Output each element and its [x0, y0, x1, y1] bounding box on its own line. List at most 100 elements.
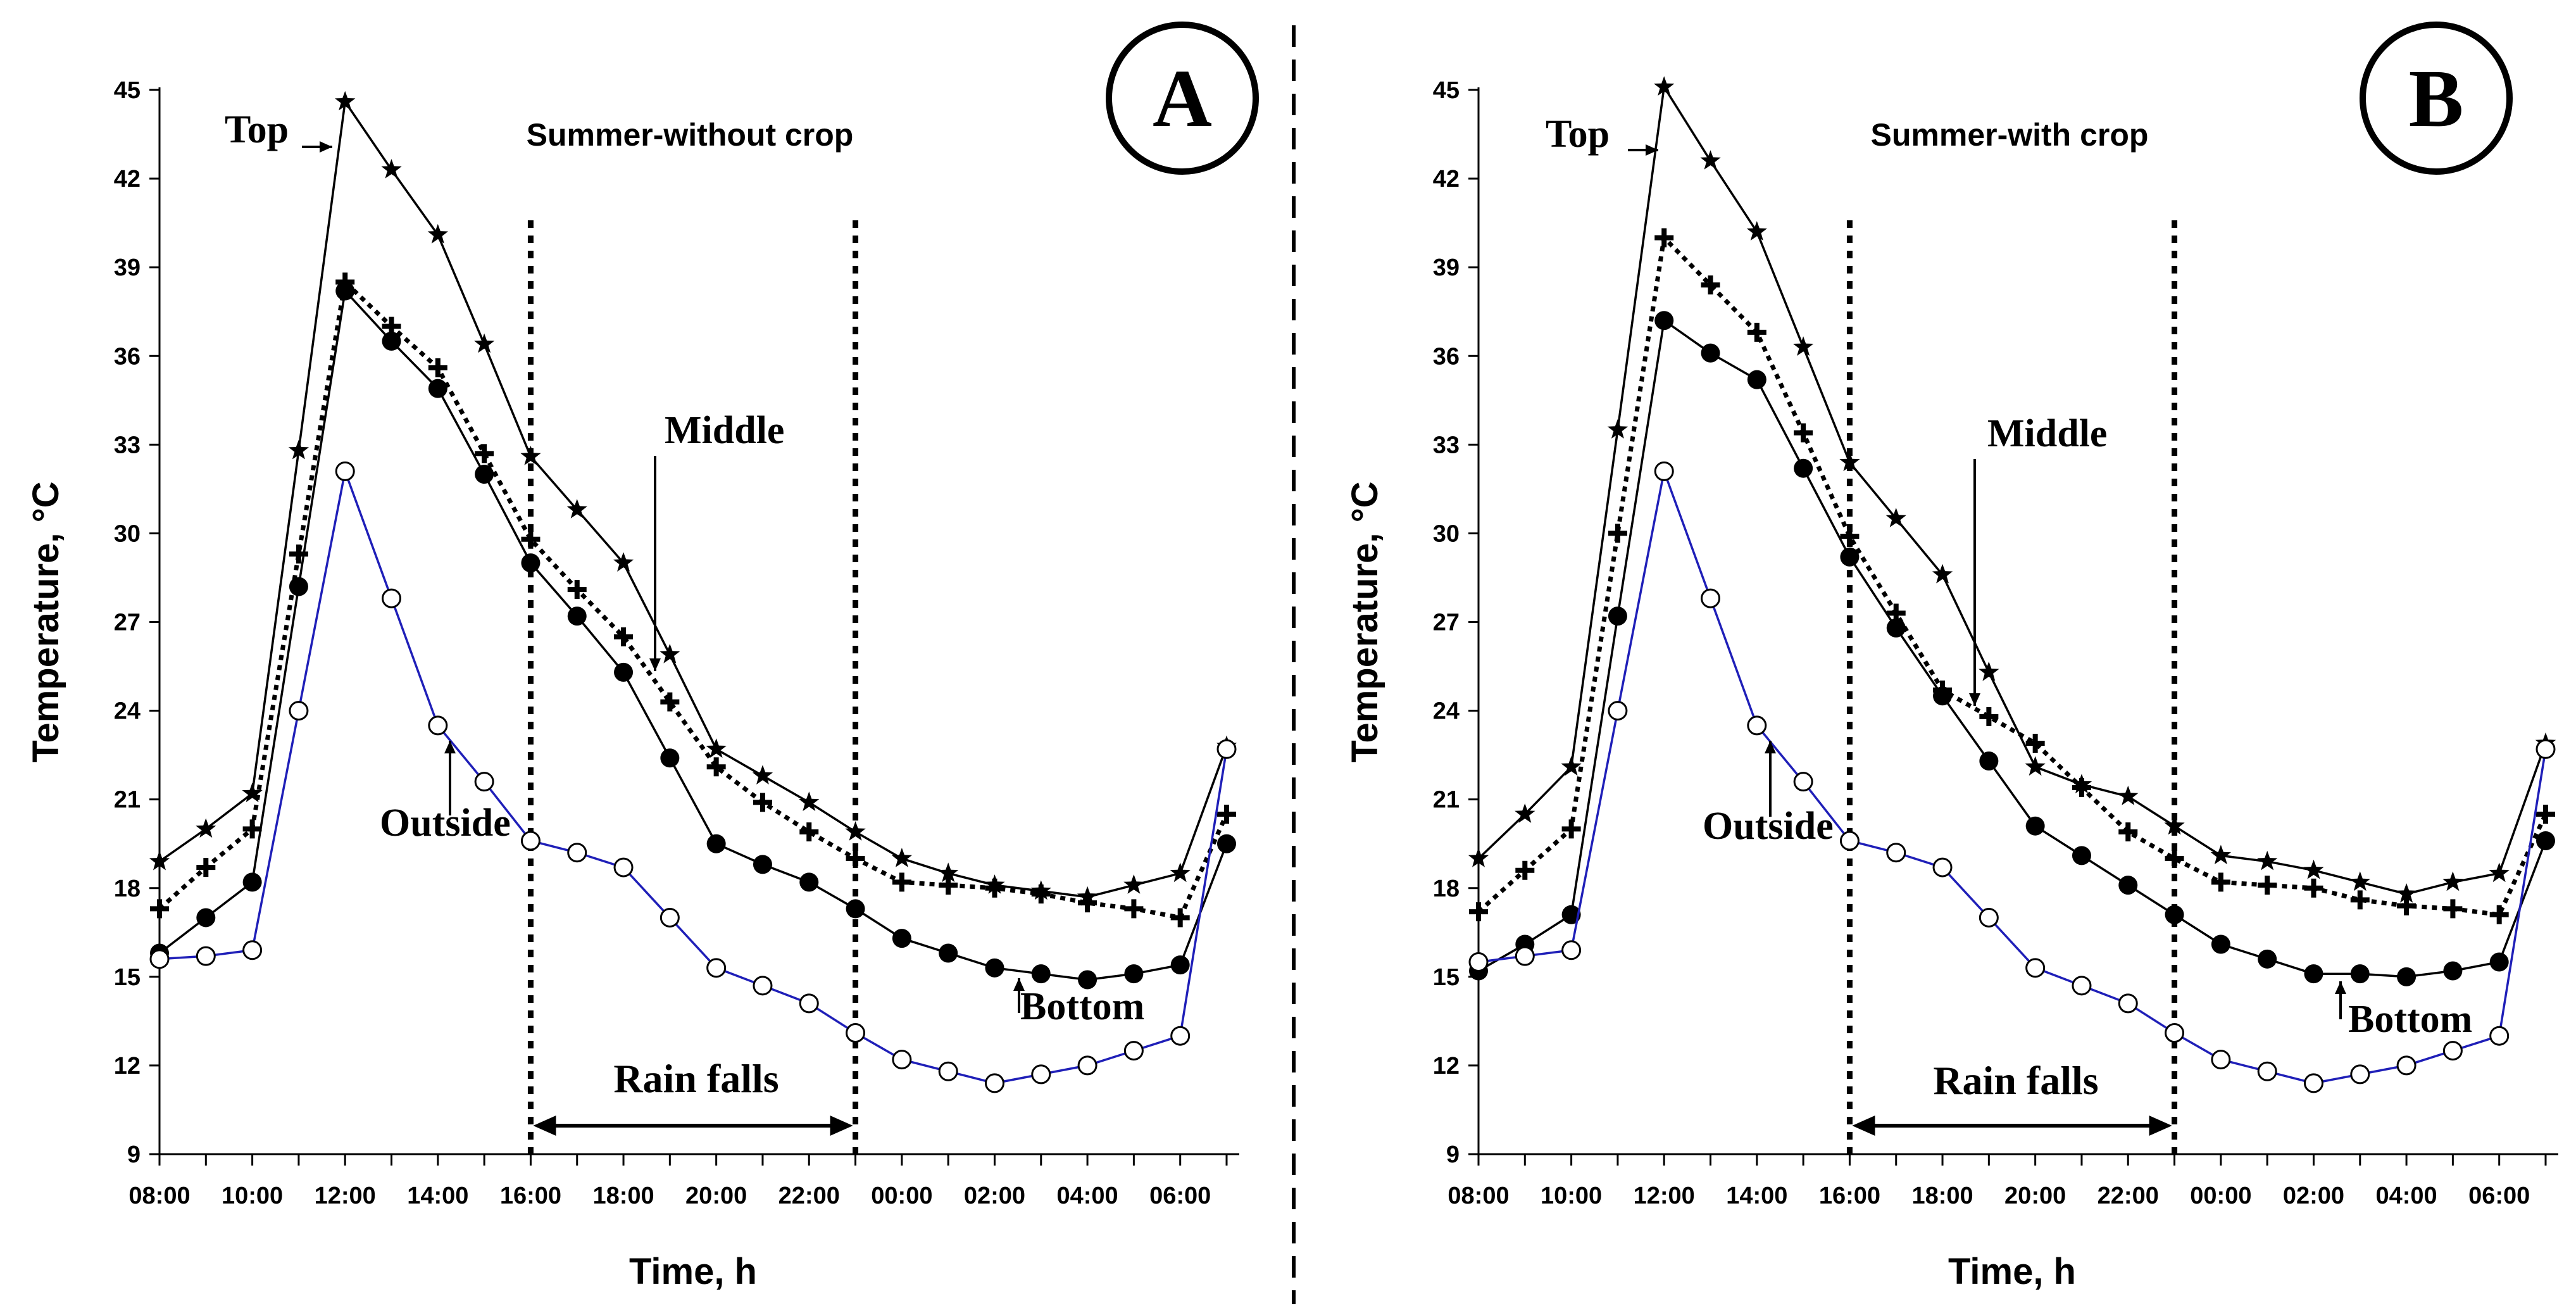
data-point-bottom: [567, 607, 587, 626]
data-point-outside: [1932, 857, 1953, 877]
data-point-middle: [1515, 860, 1535, 880]
data-point-middle: [1469, 902, 1488, 922]
x-tick-label: 00:00: [871, 1183, 932, 1209]
series-label-bottom: Bottom: [2348, 998, 2472, 1041]
annotation-arrowhead-middle: [1969, 693, 1980, 706]
data-point-middle: [428, 358, 447, 377]
data-point-bottom: [475, 465, 494, 484]
data-point-outside: [846, 1023, 866, 1043]
data-point-middle: [1840, 527, 1860, 546]
x-tick-label: 18:00: [592, 1183, 654, 1209]
x-tick-label: 10:00: [1541, 1183, 1602, 1209]
y-tick-label: 18: [114, 876, 141, 902]
data-point-middle: [1217, 805, 1236, 824]
panel-b: 9 12 15 18 21 24 27 30 33 36 39 42 45 08:00 10:00 12:00…: [1344, 22, 2558, 1292]
x-tick-label: 20:00: [685, 1183, 747, 1209]
data-point-outside: [2489, 1026, 2510, 1046]
annotation-arrowhead-top: [320, 141, 332, 153]
data-point-outside: [2118, 993, 2138, 1014]
data-point-bottom: [2025, 816, 2045, 836]
data-point-bottom: [1078, 970, 1097, 990]
series-line-bottom: [158, 288, 1228, 981]
data-point-middle: [799, 822, 819, 842]
x-tick-label: 12:00: [1634, 1183, 1695, 1209]
data-point-bottom: [2397, 967, 2417, 986]
data-point-bottom: [196, 908, 216, 928]
data-point-bottom: [2165, 905, 2184, 924]
data-point-outside: [984, 1073, 1004, 1093]
data-point-bottom: [706, 834, 726, 853]
data-point-top: [1932, 563, 1953, 584]
data-point-middle: [1654, 228, 1674, 248]
data-point-bottom: [2489, 952, 2509, 972]
data-point-bottom: [2211, 934, 2230, 954]
data-point-outside: [2535, 739, 2556, 759]
data-point-middle: [567, 580, 587, 600]
annotation-arrowhead-bottom: [2335, 981, 2346, 994]
panel-label-circle: [1106, 22, 1259, 175]
data-point-bottom: [428, 379, 447, 398]
data-point-middle: [846, 849, 865, 869]
data-point-middle: [2443, 899, 2463, 919]
x-tick-label: 16:00: [500, 1183, 561, 1209]
panel-a: 9 12 15 18 21 24 27 30 33 36 39 42 45 08:00 10:00 12:00…: [25, 22, 1259, 1292]
data-point-top: [1607, 419, 1629, 439]
data-point-top: [427, 223, 448, 244]
x-tick-label: 22:00: [778, 1183, 840, 1209]
y-tick-label: 39: [114, 255, 141, 281]
annotation-arrowhead-outside: [444, 741, 456, 753]
data-point-outside: [382, 588, 402, 608]
data-point-outside: [938, 1061, 958, 1081]
data-point-top: [891, 848, 912, 867]
data-point-top: [2025, 756, 2046, 776]
data-point-middle: [2118, 822, 2138, 842]
data-point-bottom: [2118, 876, 2138, 895]
series-line-middle: [158, 277, 1229, 921]
series-line-top: [1477, 84, 2547, 895]
data-point-top: [1170, 862, 1191, 883]
data-point-middle: [614, 627, 634, 646]
data-point-top: [1839, 451, 1860, 472]
data-point-top: [242, 783, 263, 803]
data-point-middle: [196, 858, 216, 877]
x-tick-label: 06:00: [1149, 1183, 1211, 1209]
data-point-top: [520, 446, 541, 465]
data-point-bottom: [289, 577, 308, 596]
y-tick-label: 9: [127, 1141, 141, 1168]
data-point-top: [1561, 756, 1582, 776]
data-point-outside: [1979, 907, 1999, 928]
x-tick-label: 02:00: [964, 1183, 1025, 1209]
data-point-middle: [1794, 423, 1813, 443]
data-point-top: [752, 765, 773, 785]
data-point-middle: [2304, 878, 2323, 898]
data-point-middle: [1608, 524, 1627, 543]
data-point-outside: [1515, 946, 1535, 966]
y-tick-label: 12: [1433, 1053, 1460, 1079]
data-point-outside: [2211, 1050, 2231, 1070]
y-tick-label: 21: [114, 787, 141, 814]
data-point-outside: [1839, 831, 1860, 851]
data-point-outside: [567, 843, 587, 863]
y-tick-label: 27: [114, 610, 141, 636]
y-tick-label: 15: [114, 964, 141, 991]
data-point-top: [1515, 803, 1535, 823]
data-point-bottom: [2443, 961, 2463, 981]
y-tick-label: 30: [114, 520, 141, 547]
data-point-top: [2118, 786, 2139, 805]
data-point-bottom: [382, 331, 401, 351]
rain-label: Rain falls: [613, 1056, 778, 1101]
data-point-bottom: [2258, 949, 2277, 969]
data-point-middle: [2258, 876, 2277, 895]
data-point-top: [2303, 859, 2324, 879]
data-point-top: [2164, 815, 2185, 835]
panel-label-circle: [2360, 22, 2513, 175]
data-point-middle: [2072, 777, 2091, 797]
data-point-outside: [1561, 940, 1582, 960]
data-point-bottom: [1608, 607, 1627, 626]
y-tick-label: 21: [1433, 787, 1460, 814]
data-point-outside: [753, 976, 773, 996]
data-point-middle: [939, 876, 958, 895]
data-point-outside: [1701, 588, 1721, 608]
chart-title: Summer-with crop: [1871, 117, 2149, 153]
data-point-top: [2257, 850, 2278, 871]
